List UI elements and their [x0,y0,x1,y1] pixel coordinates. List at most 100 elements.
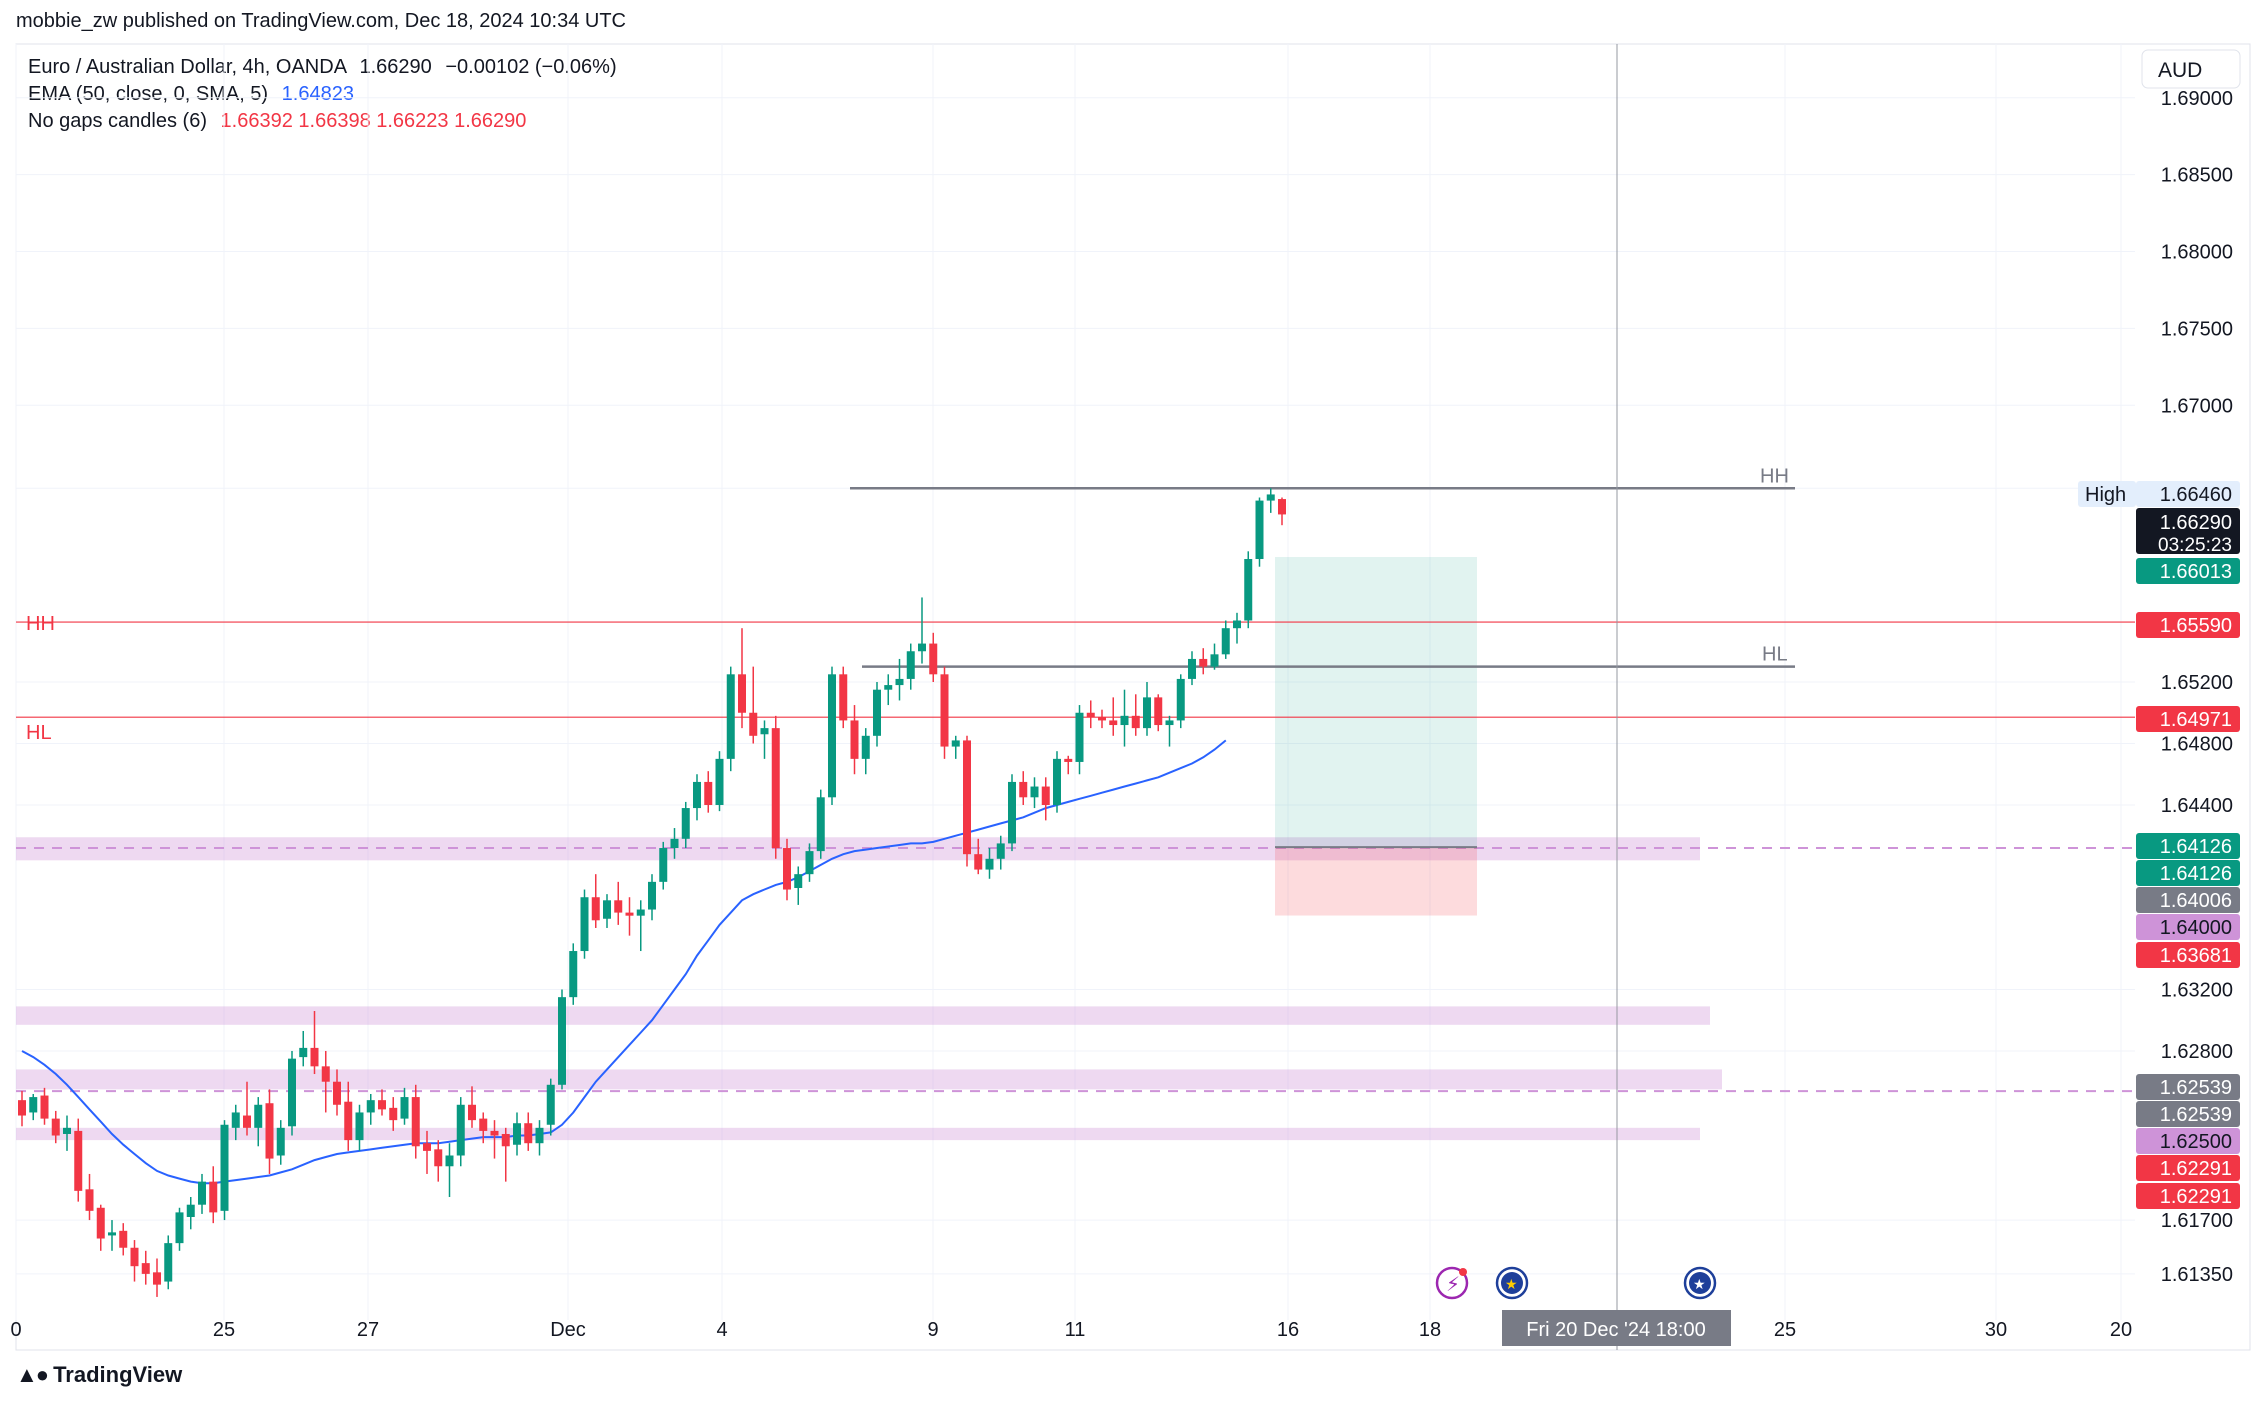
candle[interactable] [569,951,578,998]
candle[interactable] [670,838,679,849]
candle[interactable] [141,1263,150,1274]
candle[interactable] [918,643,926,652]
candle[interactable] [951,740,960,747]
candle[interactable] [265,1103,274,1159]
candle[interactable] [996,843,1005,859]
candle[interactable] [1244,559,1253,621]
price-axis-label[interactable] [2136,508,2240,554]
price-axis-label[interactable] [2136,833,2240,859]
candle[interactable] [1165,720,1174,726]
price-axis-label[interactable] [2136,481,2240,507]
candle[interactable] [1030,786,1039,798]
candle[interactable] [985,858,994,870]
price-axis-label[interactable] [2136,1101,2240,1127]
candle[interactable] [771,728,780,849]
candle[interactable] [479,1118,488,1131]
candle[interactable] [243,1115,251,1128]
candle[interactable] [580,897,589,952]
candle[interactable] [625,912,634,916]
candle[interactable] [873,689,881,736]
candle[interactable] [29,1097,38,1113]
price-axis-label[interactable] [2136,558,2240,584]
candle[interactable] [310,1047,319,1067]
candle[interactable] [1199,658,1208,667]
candle[interactable] [1041,786,1050,805]
candle[interactable] [513,1123,521,1145]
candle[interactable] [85,1189,94,1211]
candle[interactable] [1098,717,1106,721]
candle[interactable] [423,1143,431,1151]
candle[interactable] [1019,781,1028,798]
candle[interactable] [861,735,870,759]
candle[interactable] [681,808,690,839]
candle[interactable] [175,1212,184,1244]
candle[interactable] [18,1100,26,1116]
candle[interactable] [1064,758,1073,762]
price-axis-label[interactable] [2136,612,2240,638]
candle[interactable] [794,874,803,889]
candle[interactable] [1278,499,1286,515]
candle[interactable] [40,1095,49,1119]
candle[interactable] [850,720,859,759]
candle[interactable] [276,1127,285,1156]
candle[interactable] [400,1097,409,1119]
candle[interactable] [558,997,566,1085]
candle[interactable] [366,1100,375,1113]
price-axis-label[interactable] [2136,706,2240,732]
candle[interactable] [198,1181,206,1205]
long-position-target-zone[interactable] [1275,557,1477,848]
long-position-stop-zone[interactable] [1275,847,1477,916]
candle[interactable] [895,678,904,686]
candle[interactable] [816,797,825,852]
footer-brand[interactable]: ▲● TradingView [16,1362,182,1388]
currency-selector[interactable] [2141,49,2241,89]
candle[interactable] [411,1097,420,1147]
price-axis-label[interactable] [2136,1074,2240,1100]
candle[interactable] [288,1058,296,1127]
candle[interactable] [636,909,645,916]
candle[interactable] [1053,758,1061,805]
candle[interactable] [456,1104,465,1156]
candle[interactable] [254,1104,263,1128]
price-axis-label[interactable] [2136,942,2240,968]
candle[interactable] [96,1207,105,1239]
candle[interactable] [153,1272,161,1285]
candle[interactable] [614,900,623,913]
candle[interactable] [1210,654,1219,667]
candle[interactable] [321,1066,330,1082]
candle[interactable] [1131,715,1140,729]
candle[interactable] [940,674,949,747]
candle[interactable] [760,728,769,735]
candle[interactable] [164,1243,173,1282]
price-axis-label[interactable] [2136,887,2240,913]
candle[interactable] [1086,712,1095,718]
candle[interactable] [1008,781,1016,844]
legend-ema-row[interactable]: EMA (50, close, 0, SMA, 5) 1.64823 [28,81,617,108]
candle[interactable] [535,1127,544,1144]
candle[interactable] [783,848,791,890]
candle[interactable] [209,1181,218,1213]
candle[interactable] [63,1127,71,1134]
candle[interactable] [445,1155,454,1167]
candle[interactable] [828,674,836,798]
candle[interactable] [749,712,758,736]
candle[interactable] [659,848,668,882]
candle[interactable] [490,1130,499,1136]
price-axis-label[interactable] [2136,1128,2240,1154]
candle[interactable] [1120,715,1129,726]
candle[interactable] [524,1123,533,1144]
candle[interactable] [355,1112,364,1141]
candle[interactable] [51,1118,60,1136]
candle[interactable] [389,1107,398,1121]
lightning-event-icon[interactable] [1435,1266,1469,1300]
candle[interactable] [119,1230,128,1248]
candle[interactable] [1154,697,1163,726]
candle[interactable] [546,1084,555,1125]
candle[interactable] [468,1104,476,1121]
candle[interactable] [805,851,814,875]
candle[interactable] [434,1149,443,1167]
price-axis-label[interactable] [2136,860,2240,886]
candle[interactable] [231,1112,240,1128]
candle[interactable] [715,758,724,805]
